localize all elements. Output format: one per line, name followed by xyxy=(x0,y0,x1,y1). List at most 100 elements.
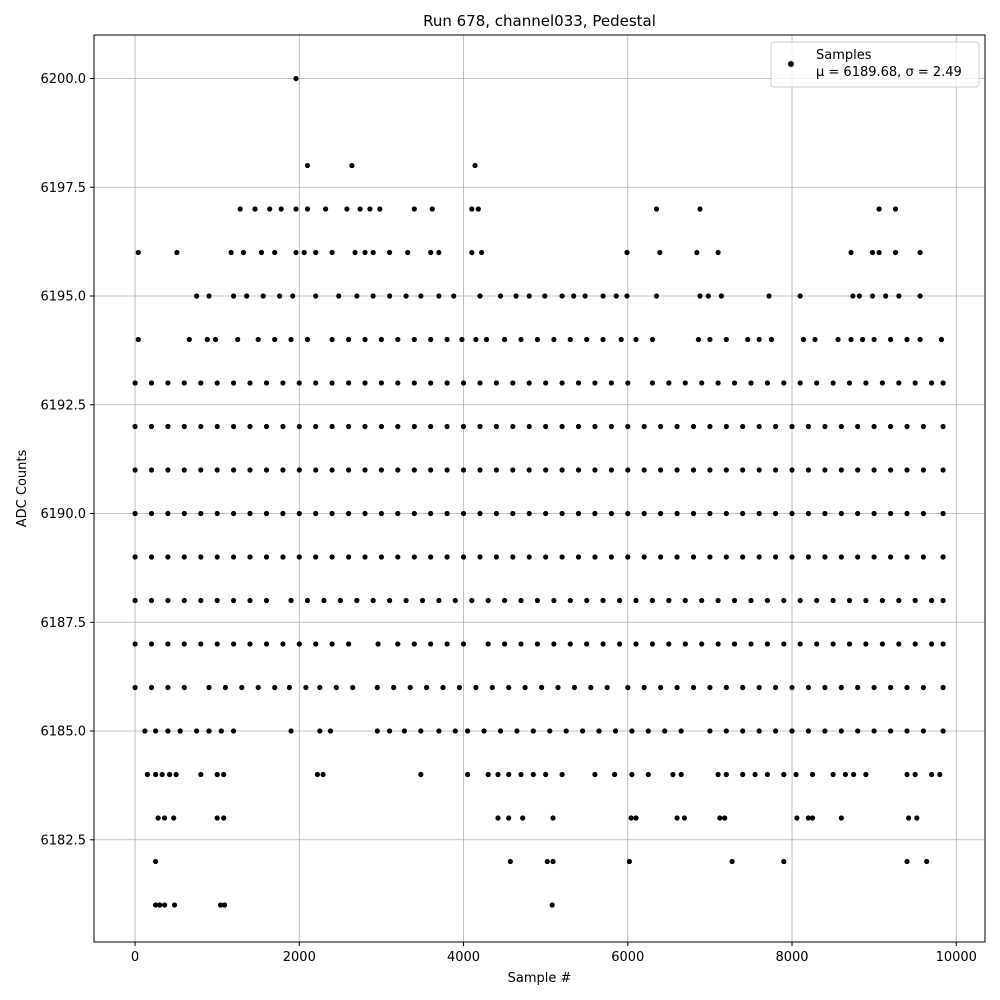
sample-point xyxy=(543,510,549,517)
plot-frame xyxy=(93,34,986,943)
sample-point xyxy=(838,467,844,473)
sample-point xyxy=(871,467,877,473)
sample-point xyxy=(674,684,680,691)
sample-point xyxy=(346,380,352,386)
sample-point xyxy=(240,249,247,256)
y-axis-title: ADC Counts xyxy=(15,450,30,528)
sample-point xyxy=(550,815,556,821)
sample-point xyxy=(186,336,192,343)
sample-point xyxy=(395,510,401,517)
sample-point xyxy=(681,815,688,821)
sample-point xyxy=(789,728,795,734)
sample-point xyxy=(781,380,787,386)
sample-point xyxy=(628,815,634,821)
sample-point xyxy=(247,641,253,647)
sample-point xyxy=(452,597,458,604)
y-tick-label: 6200.0 xyxy=(41,72,87,87)
sample-point xyxy=(600,597,606,604)
sample-point xyxy=(477,554,483,560)
sample-point xyxy=(797,641,803,647)
sample-point xyxy=(674,467,680,473)
sample-point xyxy=(460,380,467,386)
sample-point xyxy=(428,641,434,647)
sample-point xyxy=(846,380,853,386)
sample-point xyxy=(411,467,417,473)
sample-point xyxy=(863,380,869,386)
sample-point xyxy=(575,467,582,473)
sample-point xyxy=(221,815,227,821)
sample-point xyxy=(555,684,561,691)
sample-point xyxy=(395,467,401,473)
sample-point xyxy=(731,641,738,647)
sample-point xyxy=(357,206,363,212)
sample-point xyxy=(181,641,187,647)
sample-point xyxy=(387,293,393,299)
sample-point xyxy=(513,293,519,299)
sample-point xyxy=(690,423,697,430)
sample-point xyxy=(658,684,664,691)
sample-point xyxy=(518,336,524,343)
sample-point xyxy=(641,510,647,517)
sample-point xyxy=(460,641,467,647)
sample-point xyxy=(260,293,266,299)
sample-point xyxy=(600,293,606,299)
sample-point xyxy=(198,423,204,430)
sample-point xyxy=(550,858,556,865)
legend: Samples μ = 6189.68, σ = 2.49 xyxy=(770,41,980,88)
sample-point xyxy=(625,380,631,386)
sample-point xyxy=(181,467,187,473)
sample-point xyxy=(142,728,148,734)
sample-point xyxy=(940,467,946,473)
sample-point xyxy=(812,336,818,343)
sample-point xyxy=(304,206,311,212)
sample-point xyxy=(896,293,902,299)
sample-point xyxy=(617,641,623,647)
sample-point xyxy=(485,771,491,778)
sample-point xyxy=(244,293,250,299)
sample-point xyxy=(378,510,384,517)
sample-point xyxy=(198,771,204,778)
sample-point xyxy=(822,467,828,473)
sample-point xyxy=(888,684,894,691)
sample-point xyxy=(904,684,910,691)
sample-point xyxy=(920,423,927,430)
sample-point xyxy=(153,728,159,734)
sample-point xyxy=(707,510,713,517)
sample-point xyxy=(715,249,721,256)
sample-point xyxy=(272,684,278,691)
sample-point xyxy=(477,467,483,473)
sample-point xyxy=(247,597,253,604)
sample-point xyxy=(658,423,664,430)
sample-point xyxy=(740,510,746,517)
sample-point xyxy=(748,641,754,647)
sample-point xyxy=(162,815,168,821)
sample-point xyxy=(493,380,499,386)
sample-point xyxy=(756,467,762,473)
sample-point xyxy=(707,336,713,343)
sample-point xyxy=(460,423,467,430)
sample-point xyxy=(929,380,935,386)
sample-point xyxy=(469,206,475,212)
sample-point xyxy=(317,684,323,691)
sample-point xyxy=(395,554,401,560)
sample-point xyxy=(682,597,688,604)
sample-point xyxy=(346,423,352,430)
sample-point xyxy=(551,597,557,604)
sample-point xyxy=(469,597,475,604)
sample-point xyxy=(781,597,787,604)
sample-point xyxy=(237,206,243,212)
sample-point xyxy=(428,336,434,343)
sample-point xyxy=(181,597,187,604)
sample-point xyxy=(214,510,220,517)
sample-point xyxy=(194,728,200,734)
sample-point xyxy=(362,467,368,473)
sample-point xyxy=(148,467,155,473)
sample-point xyxy=(362,380,368,386)
sample-point xyxy=(411,641,417,647)
sample-point xyxy=(135,336,141,343)
sample-point xyxy=(563,728,569,734)
sample-point xyxy=(313,467,319,473)
sample-point xyxy=(920,554,927,560)
sample-point xyxy=(231,597,237,604)
